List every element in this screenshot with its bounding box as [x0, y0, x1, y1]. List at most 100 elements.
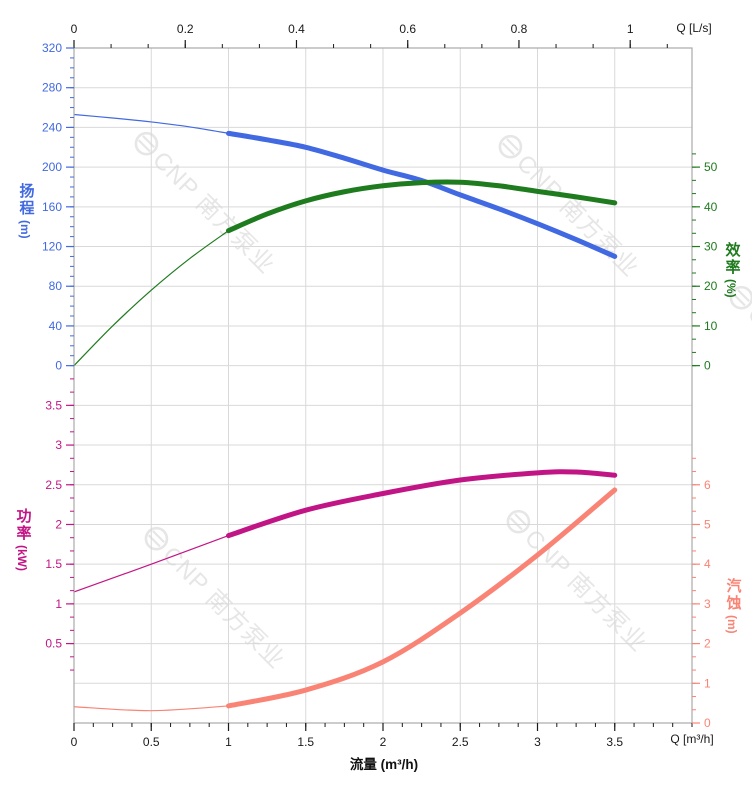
watermark-text: CNP 南方泵业 [157, 542, 290, 675]
top-axis-tick-label: 0.4 [288, 22, 305, 36]
power-axis-tick-label: 0.5 [45, 637, 62, 651]
head-axis: 0 40 80 120 160 200 240 280 320 [42, 41, 74, 373]
power-axis-tick-label: 2 [55, 517, 62, 531]
npsh-axis-tick-label: 2 [704, 637, 711, 651]
top-axis: 0 0.2 0.4 0.6 0.8 1 [71, 22, 668, 48]
power-axis-title-text: 功 [16, 508, 31, 525]
bottom-axis-tick-label: 0.5 [143, 735, 160, 749]
npsh-axis-tick-label: 5 [704, 517, 711, 531]
efficiency-axis-title-text: 效 [725, 241, 741, 259]
watermark-logo-icon [506, 509, 531, 534]
axes: 0 0.2 0.4 0.6 0.8 10 0.5 1 1.5 2 2.5 3 3.50408012016… [42, 22, 718, 749]
head-axis-tick-label: 320 [42, 41, 62, 55]
flow-axis-title: 流量 (m³/h) [350, 756, 418, 772]
top-axis-tick-label: 0.6 [399, 22, 416, 36]
npsh-axis-tick-label: 0 [704, 716, 711, 730]
power-axis-title-text: 率 [16, 524, 31, 542]
efficiency-axis-tick-label: 30 [704, 240, 718, 254]
efficiency-curve-thin [73, 230, 230, 367]
top-axis-unit-label: Q [L/s] [676, 21, 711, 35]
power-axis-title: 功率 (kW) [15, 508, 32, 571]
power-axis: 0.5 1 1.5 2 2.5 3 3.5 [45, 378, 74, 671]
watermark-logo-icon [134, 131, 159, 156]
curves [73, 113, 618, 712]
bottom-axis-tick-label: 3 [534, 735, 541, 749]
grid [74, 48, 692, 723]
top-axis-tick-label: 0 [71, 22, 78, 36]
efficiency-axis-title: 效率 (%) [724, 241, 741, 298]
watermark-text: CNP 南方泵业 [147, 147, 280, 280]
efficiency-axis-tick-label: 50 [704, 160, 718, 174]
efficiency-axis-tick-label: 0 [704, 359, 711, 373]
npsh-curve-thin [73, 705, 230, 712]
head-axis-tick-label: 160 [42, 200, 62, 214]
bottom-axis: 0 0.5 1 1.5 2 2.5 3 3.5 [71, 723, 693, 749]
bottom-axis-tick-label: 3.5 [606, 735, 623, 749]
power-axis-tick-label: 1.5 [45, 557, 62, 571]
npsh-axis-tick-label: 4 [704, 557, 711, 571]
watermark-logo-icon [137, 139, 151, 153]
head-axis-title-text: 扬 [19, 182, 34, 200]
watermark-logo-icon [152, 530, 165, 544]
npsh-axis: 0 1 2 3 4 5 6 [692, 457, 711, 730]
head-axis-tick-label: 0 [55, 359, 62, 373]
top-axis-tick-label: 1 [627, 22, 634, 36]
power-curve-thick [226, 469, 618, 539]
head-axis-tick-label: 40 [49, 319, 63, 333]
head-curve-thin [73, 113, 230, 134]
power-axis-title-unit: (kW) [15, 545, 29, 571]
efficiency-axis-tick-label: 40 [704, 200, 718, 214]
power-axis-tick-label: 3 [55, 438, 62, 452]
npsh-axis-title: 汽蚀 (m) [725, 577, 742, 634]
power-axis-tick-label: 3.5 [45, 398, 62, 412]
watermark-logo-icon [144, 526, 169, 551]
top-axis-tick-label: 0.8 [511, 22, 528, 36]
efficiency-axis-tick-label: 20 [704, 279, 718, 293]
npsh-axis-title-unit: (m) [725, 615, 739, 634]
bottom-axis-tick-label: 1.5 [297, 735, 314, 749]
watermark-logo-icon [514, 513, 527, 527]
watermark-text: CNP 南方泵业 [511, 150, 644, 283]
head-axis-title-unit: (m) [18, 220, 32, 239]
watermark-logo-icon [737, 289, 750, 303]
power-axis-tick-label: 2.5 [45, 478, 62, 492]
top-axis-tick-label: 0.2 [177, 22, 194, 36]
bottom-axis-tick-label: 2.5 [452, 735, 469, 749]
axis-titles: Q [L/s] Q [m³/h] 流量 (m³/h) 扬程(m)效率(%)功率(… [15, 21, 742, 772]
efficiency-axis: 0 10 20 30 40 50 [692, 153, 718, 373]
watermark-layer: CNP 南方泵业 CNP 南方泵业 CNP 南方泵业 CNP 南方泵业 CNP 南方泵业 [134, 131, 752, 675]
npsh-axis-tick-label: 3 [704, 597, 711, 611]
head-axis-title-text: 程 [19, 200, 34, 217]
head-axis-tick-label: 240 [42, 120, 62, 134]
watermark: CNP 南方泵业 [506, 509, 652, 658]
watermark: CNP 南方泵业 [144, 526, 290, 675]
npsh-curve-thick [226, 487, 618, 709]
bottom-axis-tick-label: 2 [380, 735, 387, 749]
watermark-logo-icon [506, 138, 519, 152]
npsh-axis-tick-label: 1 [704, 676, 711, 690]
watermark-logo-icon [509, 517, 523, 531]
efficiency-axis-title-unit: (%) [724, 279, 738, 298]
efficiency-axis-tick-label: 10 [704, 319, 718, 333]
npsh-axis-title-text: 汽 [726, 577, 741, 595]
npsh-axis-title-text: 蚀 [725, 594, 741, 612]
npsh-axis-tick-label: 6 [704, 478, 711, 492]
watermark-logo-icon [729, 285, 752, 310]
watermark-text: CNP 南方泵业 [519, 525, 652, 658]
watermark-logo-icon [501, 142, 515, 156]
watermark: CNP 南方泵业 [729, 285, 752, 433]
head-axis-tick-label: 280 [42, 81, 62, 95]
head-axis-tick-label: 80 [49, 279, 63, 293]
watermark-logo-icon [498, 134, 523, 159]
head-axis-title: 扬程 (m) [18, 182, 35, 239]
bottom-axis-tick-label: 0 [71, 735, 78, 749]
efficiency-axis-title-text: 率 [725, 258, 740, 276]
power-curve-thin [73, 534, 230, 593]
head-axis-tick-label: 200 [42, 160, 62, 174]
efficiency-curve-thick [226, 179, 618, 234]
watermark-logo-icon [732, 293, 746, 307]
head-axis-tick-label: 120 [42, 240, 62, 254]
bottom-axis-tick-label: 1 [225, 735, 232, 749]
